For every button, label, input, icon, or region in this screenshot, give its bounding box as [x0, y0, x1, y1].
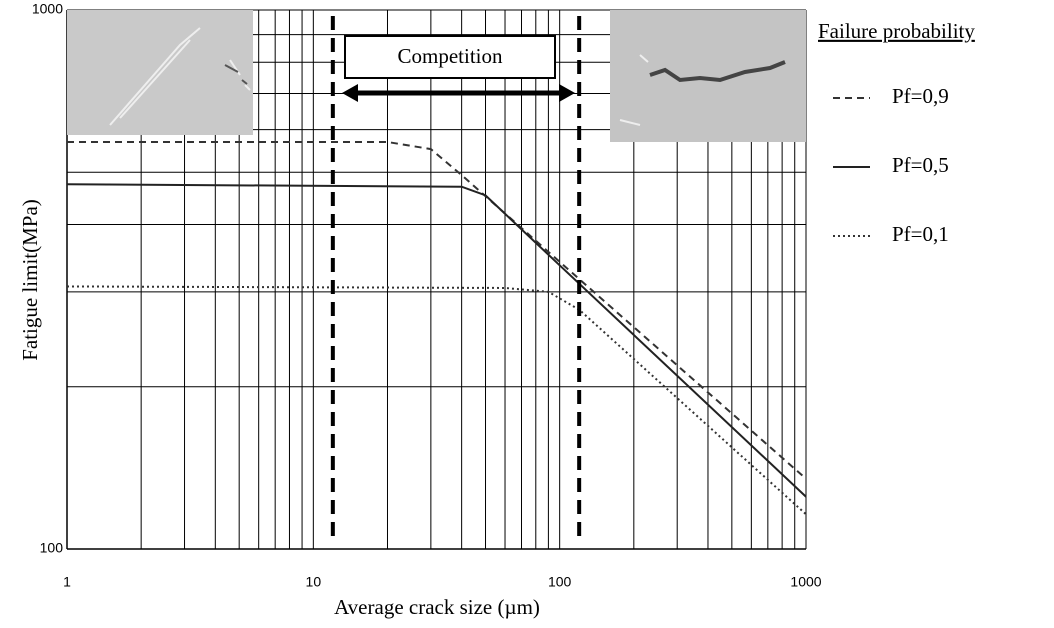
x-axis-label: Average crack size (µm) — [334, 595, 540, 619]
legend-label: Pf=0,1 — [892, 222, 949, 246]
y-axis-label: Fatigue limit(MPa) — [18, 199, 42, 361]
series-line — [66, 183, 807, 498]
double-arrow — [342, 84, 575, 102]
legend-label: Pf=0,5 — [892, 153, 949, 177]
micrograph-left — [67, 10, 253, 135]
x-tick-label: 1 — [63, 574, 71, 590]
x-tick-label: 100 — [548, 574, 572, 590]
y-tick-label: 100 — [40, 540, 64, 556]
series-line — [67, 140, 807, 480]
legend-label: Pf=0,9 — [892, 84, 949, 108]
legend-title: Failure probability — [818, 19, 975, 43]
micrograph-right — [610, 10, 806, 142]
x-tick-label: 1000 — [790, 574, 821, 590]
series-line — [66, 285, 807, 515]
annotation-box — [344, 35, 556, 79]
plot-area — [66, 140, 807, 515]
y-tick-label: 1000 — [32, 1, 63, 17]
annotation-text: Competition — [398, 44, 504, 68]
x-tick-label: 10 — [306, 574, 322, 590]
